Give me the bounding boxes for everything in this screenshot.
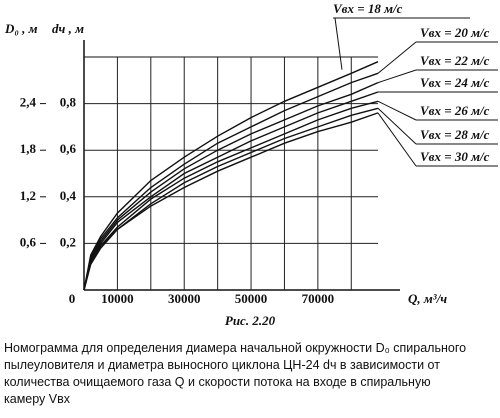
curve [83,61,379,291]
leader [334,17,343,70]
legend-label: Vвх = 22 м/с [420,53,490,68]
x-tick-label: 50000 [235,291,268,306]
leader [377,69,417,84]
leader [377,41,417,74]
y2-axis-label: D₀ , м [4,21,38,36]
y-tick-label: 0,6 [60,141,77,156]
figure-label: Рис. 2.20 [225,313,276,328]
caption: Номограмма для определения диамера начал… [4,340,498,408]
curve [83,107,379,291]
legend-label: Vвх = 24 м/с [420,75,490,90]
y2-tick-label: 1,2 [20,188,36,203]
y2-tick-label: 0,6 [20,234,37,249]
curve [83,81,379,291]
legend-label: Vвх = 20 м/с [420,25,490,40]
origin-label: 0 [69,291,76,306]
y-tick-label: 0,4 [60,188,77,203]
leader [377,112,417,167]
x-tick-label: 70000 [302,291,335,306]
curve [83,112,379,291]
chart: D₀ , м dч , м Q, м³/ч 0 Рис. 2.20 10000 3… [4,1,498,328]
caption-line: пылеуловителя и диаметра выносного цикло… [4,358,440,372]
legend-label: Vвх = 30 м/с [420,149,490,164]
leader [377,100,417,121]
y-tick-label: 0,8 [60,95,77,110]
curve [83,91,379,291]
legend-label: Vвх = 18 м/с [333,1,403,16]
y2-tick-label: 1,8 [20,141,37,156]
legend-label: Vвх = 28 м/с [420,127,490,142]
legend-label: Vвх = 26 м/с [420,103,490,118]
leader [377,107,417,145]
x-tick-label: 30000 [168,291,201,306]
y-tick-label: 0,2 [60,234,76,249]
y2-tick-label: 2,4 [20,95,37,110]
curve [83,100,379,291]
caption-line: количества очищаемого газа Q и скорости … [4,375,431,389]
x-axis-label: Q, м³/ч [408,291,447,306]
caption-line: камеру Vвх [4,392,71,406]
curve [83,72,379,291]
caption-line: Номограмма для определения диамера начал… [4,341,467,355]
y-axis-label: dч , м [52,21,84,36]
x-tick-label: 10000 [101,291,134,306]
